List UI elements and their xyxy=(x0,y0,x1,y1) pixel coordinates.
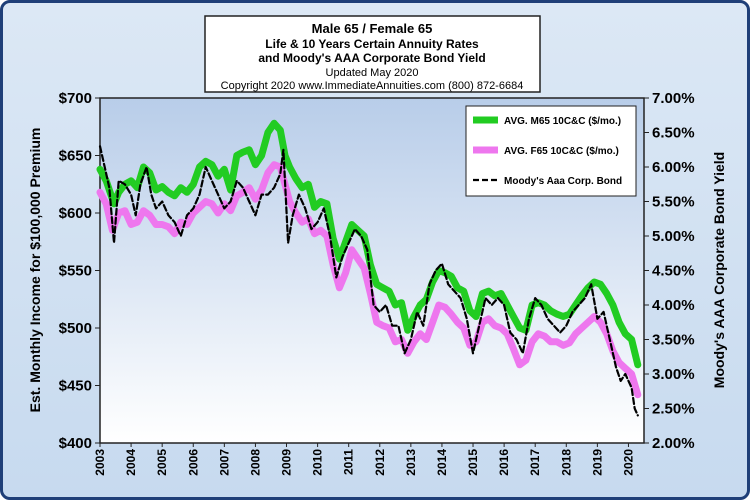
x-tick-label: 2016 xyxy=(497,449,511,476)
legend-label-male: AVG. M65 10C&C ($/mo.) xyxy=(504,116,621,127)
legend: AVG. M65 10C&C ($/mo.) AVG. F65 10C&C ($… xyxy=(465,105,637,197)
series-line-female xyxy=(96,161,642,399)
y-right-tick-label: 6.00% xyxy=(652,159,695,176)
x-tick-label: 2008 xyxy=(248,449,262,476)
y-left-tick-label: $650 xyxy=(59,148,92,165)
chart-copyright: Copyright 2020 www.ImmediateAnnuities.co… xyxy=(221,80,524,92)
x-tick-label: 2017 xyxy=(528,449,542,476)
y-right-tick-label: 4.50% xyxy=(652,263,695,280)
y-right-tick-label: 2.00% xyxy=(652,435,695,452)
title-box xyxy=(204,15,541,93)
x-tick-label: 2007 xyxy=(217,449,231,476)
chart-subtitle-1: Life & 10 Years Certain Annuity Rates xyxy=(265,37,479,51)
x-tick-label: 2020 xyxy=(621,449,635,476)
y-left-tick-label: $600 xyxy=(59,205,92,222)
y-right-tick-label: 5.00% xyxy=(652,228,695,245)
legend-label-female: AVG. F65 10C&C ($/mo.) xyxy=(504,146,619,157)
x-tick-label: 2006 xyxy=(186,449,200,476)
x-axis-ticks: 2003 2004 2005 2006 2007 2008 2009 2010 2011 2012… xyxy=(93,443,635,476)
y-axis-right-ticks: 2.00% 2.50% 3.00% 3.50% 4.00% 4.50% 5.00% 5.50%… xyxy=(644,90,695,452)
x-tick-label: 2019 xyxy=(590,449,604,476)
y-left-tick-label: $400 xyxy=(59,435,92,452)
y-right-tick-label: 5.50% xyxy=(652,194,695,211)
y-right-tick-label: 6.50% xyxy=(652,125,695,142)
x-tick-label: 2009 xyxy=(280,449,294,476)
x-tick-label: 2004 xyxy=(124,449,138,476)
chart-subtitle-2: and Moody's AAA Corporate Bond Yield xyxy=(258,51,485,65)
y-right-tick-label: 4.00% xyxy=(652,297,695,314)
y-left-tick-label: $500 xyxy=(59,320,92,337)
y-axis-left-label: Est. Monthly Income for $100,000 Premium xyxy=(27,128,43,413)
series-layer xyxy=(96,119,642,417)
y-right-tick-label: 2.50% xyxy=(652,401,695,418)
y-right-tick-label: 7.00% xyxy=(652,90,695,107)
x-tick-label: 2012 xyxy=(373,449,387,476)
x-tick-label: 2018 xyxy=(559,449,573,476)
y-right-tick-label: 3.00% xyxy=(652,366,695,383)
y-right-tick-label: 3.50% xyxy=(652,332,695,349)
x-tick-label: 2011 xyxy=(342,449,356,475)
x-tick-label: 2010 xyxy=(311,449,325,476)
legend-label-bond: Moody's Aaa Corp. Bond xyxy=(504,176,622,187)
x-tick-label: 2014 xyxy=(435,449,449,476)
y-axis-left-ticks: $400 $450 $500 $550 $600 $650 $700 xyxy=(59,90,100,452)
x-tick-label: 2013 xyxy=(404,449,418,476)
y-left-tick-label: $550 xyxy=(59,263,92,280)
y-axis-right-label: Moody's AAA Corporate Bond Yield xyxy=(711,152,727,388)
x-tick-label: 2003 xyxy=(93,449,107,476)
x-tick-label: 2015 xyxy=(466,449,480,476)
chart-title: Male 65 / Female 65 xyxy=(312,21,433,36)
y-left-tick-label: $450 xyxy=(59,378,92,395)
chart-updated: Updated May 2020 xyxy=(326,67,419,79)
y-left-tick-label: $700 xyxy=(59,90,92,107)
x-tick-label: 2005 xyxy=(155,449,169,476)
series-line-bond xyxy=(98,145,639,417)
